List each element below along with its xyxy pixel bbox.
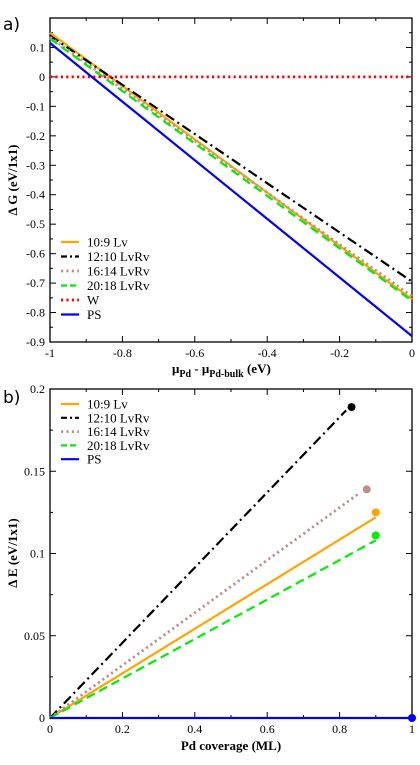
panel-b-series-1-line [49, 409, 347, 719]
panel-a-xlabel-sub2: Pd-bulk [209, 369, 244, 380]
panel-b-ytick-label: 0.1 [30, 547, 45, 561]
panel-a-y-axis-label: Δ G (eV/1x1) [5, 145, 20, 216]
panel-b-label: b) [3, 388, 20, 408]
panel-b-xtick-label: 0.4 [187, 722, 202, 736]
panel-a-xtick-label: -0.6 [185, 346, 204, 360]
panel-b-series-1-end-marker [347, 403, 356, 412]
panel-a-ytick-label: -0.2 [26, 129, 45, 143]
panel-a-ytick-label: -0.7 [26, 276, 45, 290]
panel-b-xtick-label: 0.6 [260, 722, 275, 736]
panel-b-legend-label: 12:10 LvRv [87, 410, 150, 425]
panel-a-ytick-label: 0 [39, 70, 45, 84]
panel-a-legend-label: 16:14 LvRv [87, 264, 150, 279]
panel-a-xlabel-mu1: μ [172, 361, 180, 376]
panel-a-ytick-label: -0.9 [26, 335, 45, 349]
panel-a-series-2-line [49, 35, 413, 298]
panel-a-ytick-label: -0.4 [26, 188, 45, 202]
panel-a-xtick-label: -0.4 [258, 346, 277, 360]
panel-b-xtick-label: 0.2 [115, 722, 130, 736]
panel-a-xtick-label: -0.2 [330, 346, 349, 360]
panel-a-x-axis-label: μPd - μPd-bulk (eV) [172, 361, 271, 380]
panel-b-series-2-end-marker [362, 485, 371, 494]
panel-b-legend-label: PS [87, 452, 101, 467]
panel-a-xtick-label: 0 [409, 346, 415, 360]
panel-b-ytick-label: 0.05 [24, 629, 45, 643]
panel-b-y-axis-label: Δ E (eV/1x1) [5, 518, 20, 588]
panel-a-xlabel-unit: (eV) [244, 361, 271, 376]
panel-b-xtick-label: 0.8 [332, 722, 347, 736]
panel-a-series [49, 31, 413, 337]
panel-a-series-1-line [49, 34, 413, 283]
panel-b-series-0-end-marker [371, 508, 380, 517]
panel-a-legend-label: 10:9 Lv [87, 235, 128, 250]
panel-a-legend-label: W [87, 293, 100, 308]
panel-a: a) -1 -0.8 -0.6 -0.4 -0.2 0 -0.9 -0.8 -0.7 -0.6 -0… [3, 15, 415, 380]
panel-b-xtick-label: 1 [409, 722, 415, 736]
panel-a-series-3-line [49, 37, 413, 302]
panel-b-ytick-label: 0.2 [30, 382, 45, 396]
panel-a-xlabel-sub1: Pd [179, 369, 191, 380]
panel-a-legend-label: 20:18 LvRv [87, 278, 150, 293]
panel-a-ytick-label: -0.5 [26, 217, 45, 231]
panel-b-legend-label: 16:14 LvRv [87, 424, 150, 439]
panel-a-xlabel-mu2: - μ [191, 361, 210, 376]
panel-a-label: a) [3, 15, 20, 35]
panel-a-ytick-label: -0.3 [26, 158, 45, 172]
panel-a-ticks: -1 -0.8 -0.6 -0.4 -0.2 0 -0.9 -0.8 -0.7 -0.6 -0.5 -… [26, 17, 415, 360]
panel-b-ticks: 0 0.2 0.4 0.6 0.8 1 0 0.05 0.1 0.15 0.2 [24, 382, 415, 736]
panel-b-xtick-label: 0 [47, 722, 53, 736]
panel-b-series-3-end-marker [371, 531, 380, 540]
panel-b-series-4-end-marker [408, 714, 416, 722]
panel-b-legend-label: 10:9 Lv [87, 397, 128, 412]
panel-b-series-2-line [49, 491, 362, 720]
panel-a-ytick-label: -0.6 [26, 247, 45, 261]
panel-a-ytick-label: 0.1 [30, 40, 45, 54]
panel-a-legend-label: PS [87, 307, 101, 322]
panel-b-x-axis-label: Pd coverage (ML) [181, 738, 281, 753]
panel-b-ytick-label: 0.15 [24, 464, 45, 478]
panel-a-legend-label: 12:10 LvRv [87, 249, 150, 264]
panel-b-series-0-line [49, 516, 377, 719]
panel-a-xtick-label: -1 [45, 346, 55, 360]
panel-a-ytick-label: -0.8 [26, 306, 45, 320]
panel-a-xtick-label: -0.8 [113, 346, 132, 360]
panel-a-ytick-label: -0.1 [26, 99, 45, 113]
panel-b: b) 0 0.2 0.4 0.6 0.8 1 0 0.05 0.1 0.15 0.2 Pd cove… [3, 382, 416, 753]
panel-a-x-axis-label-group: μPd - μPd-bulk (eV) [172, 361, 271, 380]
panel-b-series-3-line [49, 539, 377, 719]
panel-b-legend-label: 20:18 LvRv [87, 438, 150, 453]
panel-b-ytick-label: 0 [39, 711, 45, 725]
panel-a-series-5-line [49, 42, 413, 337]
panel-b-series [49, 403, 416, 722]
